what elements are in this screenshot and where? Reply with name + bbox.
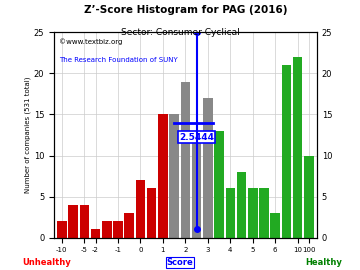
Bar [270,213,280,238]
Bar [293,57,302,238]
Title: Z’-Score Histogram for PAG (2016): Z’-Score Histogram for PAG (2016) [84,5,287,15]
Text: Healthy: Healthy [306,258,342,267]
Bar [304,156,314,238]
Bar [192,131,201,238]
Bar [237,172,246,238]
Bar [57,221,67,238]
Bar [226,188,235,238]
Text: The Research Foundation of SUNY: The Research Foundation of SUNY [59,57,178,63]
Text: 2.5444: 2.5444 [179,133,214,141]
Bar [91,230,100,238]
Bar [170,114,179,238]
Text: Sector: Consumer Cyclical: Sector: Consumer Cyclical [121,28,239,37]
Y-axis label: Number of companies (531 total): Number of companies (531 total) [24,77,31,193]
Bar [113,221,123,238]
Bar [282,65,291,238]
Bar [68,205,78,238]
Bar [147,188,157,238]
Bar [80,205,89,238]
Bar [181,82,190,238]
Bar [259,188,269,238]
Bar [214,131,224,238]
Bar [102,221,112,238]
Bar [158,114,168,238]
Bar [136,180,145,238]
Text: Unhealthy: Unhealthy [22,258,71,267]
Bar [248,188,257,238]
Bar [125,213,134,238]
Text: ©www.textbiz.org: ©www.textbiz.org [59,39,123,45]
Bar [203,98,213,238]
Text: Score: Score [167,258,193,267]
